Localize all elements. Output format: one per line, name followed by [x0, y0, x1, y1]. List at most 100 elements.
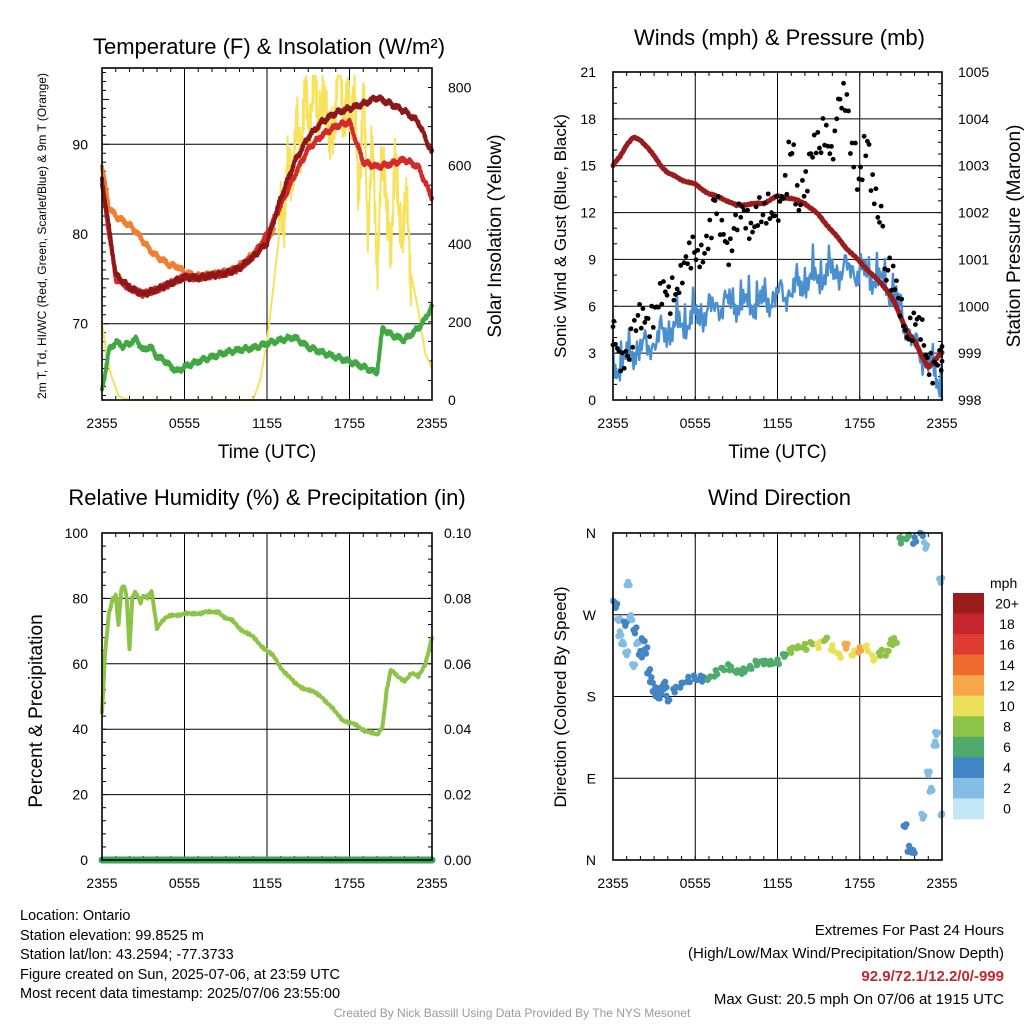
gust-point: [674, 286, 680, 292]
direction-point: [775, 660, 783, 668]
colorbar-label: 18: [999, 616, 1015, 632]
gust-point: [919, 317, 925, 323]
y-tick-label: 20: [72, 787, 88, 803]
x-tick-label: 2355: [597, 415, 628, 431]
gust-point: [885, 267, 891, 273]
y2-tick-label: 0.02: [444, 787, 471, 803]
chart-title: Relative Humidity (%) & Precipitation (i…: [68, 485, 465, 510]
extremes-values: 92.9/72.1/12.2/0/-999: [861, 968, 1004, 985]
gust-point: [854, 187, 860, 192]
direction-point: [618, 631, 625, 639]
direction-point: [871, 655, 879, 662]
direction-point: [613, 600, 621, 608]
direction-point: [844, 640, 851, 648]
y2-tick-label: 0.04: [444, 721, 471, 737]
y2-tick-label: 600: [448, 158, 472, 174]
gust-point: [825, 143, 831, 149]
gust-point: [623, 348, 629, 354]
x-tick-label: 0555: [169, 415, 200, 431]
y-tick-label: 40: [72, 721, 88, 737]
gust-point: [832, 128, 838, 134]
direction-point: [911, 849, 918, 857]
gust-point: [618, 368, 624, 374]
colorbar-swatch: [953, 695, 984, 717]
gust-point: [748, 220, 754, 226]
colorbar-label: 10: [999, 698, 1015, 714]
gust-point: [794, 182, 800, 188]
direction-point: [815, 644, 822, 652]
direction-point: [912, 538, 920, 545]
direction-point: [923, 541, 931, 549]
direction-point: [641, 637, 648, 645]
direction-point: [903, 821, 910, 828]
max-gust-text: Max Gust: 20.5 mph On 07/06 at 1915 UTC: [713, 991, 1004, 1008]
gust-point: [762, 200, 768, 206]
y2-tick-label: 0.00: [444, 852, 471, 868]
gust-point: [673, 292, 678, 297]
colorbar-label: 4: [1003, 760, 1011, 776]
y-axis-label: Direction (Colored By Speed): [551, 586, 570, 807]
colorbar-label: 0: [1003, 801, 1011, 817]
gust-point: [758, 219, 764, 225]
gust-point: [892, 287, 898, 293]
gust-point: [851, 164, 857, 170]
gust-point: [789, 151, 795, 156]
gust-point: [693, 257, 699, 263]
gust-point: [760, 212, 766, 218]
y-tick-label: 80: [72, 226, 88, 242]
gust-point: [909, 338, 915, 344]
direction-point: [638, 654, 645, 661]
colorbar-label: 12: [999, 677, 1015, 693]
gust-point: [935, 362, 941, 368]
y-tick-label: S: [587, 689, 596, 705]
gust-point: [679, 280, 685, 286]
gust-point: [659, 301, 665, 307]
direction-point: [686, 678, 693, 686]
gust-point: [697, 264, 703, 270]
y-tick-label: E: [587, 770, 596, 786]
colorbar-swatch: [953, 675, 984, 697]
gust-point: [858, 164, 863, 170]
colorbar-swatch: [953, 634, 984, 656]
direction-point: [631, 630, 639, 637]
gust-point: [702, 250, 707, 256]
gust-point: [666, 284, 672, 290]
colorbar-label: 6: [1003, 739, 1011, 755]
direction-point: [626, 581, 633, 589]
gust-point: [661, 279, 666, 284]
gust-point: [861, 133, 867, 139]
recent-data-text: Most recent data timestamp: 2025/07/06 2…: [20, 986, 341, 1002]
gust-point: [669, 275, 675, 281]
series-2m-td: [100, 303, 434, 392]
y-tick-label: 0: [588, 392, 596, 408]
direction-point: [801, 640, 809, 648]
y-tick-label: 80: [72, 590, 88, 606]
gust-point: [810, 154, 815, 160]
y2-tick-label: 1004: [958, 111, 989, 127]
gust-point: [757, 195, 762, 200]
gust-point: [695, 247, 701, 253]
created-text: Figure created on Sun, 2025-07-06, at 23…: [20, 966, 340, 983]
gust-point: [774, 193, 780, 199]
colorbar-swatch: [953, 613, 984, 635]
gust-point: [726, 262, 732, 268]
y2-tick-label: 400: [448, 236, 472, 252]
chart-title: Wind Direction: [708, 485, 851, 510]
x-tick-label: 2355: [926, 875, 957, 891]
x-tick-label: 2355: [86, 875, 117, 891]
y-axis-label: Sonic Wind & Gust (Blue, Black): [551, 114, 570, 358]
direction-point: [648, 674, 655, 681]
direction-point: [919, 532, 927, 540]
gust-point: [902, 327, 908, 333]
gust-point: [918, 337, 924, 342]
gust-point: [734, 227, 740, 233]
panel-2: 2355 0555 1155 1755 235503691215182199899910…: [551, 25, 1024, 463]
colorbar-swatch: [953, 798, 984, 820]
gust-point: [638, 325, 644, 331]
y2-tick-label: 800: [448, 80, 472, 96]
direction-point: [748, 665, 755, 672]
gust-point: [804, 188, 810, 194]
gust-point: [777, 198, 783, 204]
y-tick-label: 3: [588, 345, 596, 361]
direction-point: [663, 684, 670, 691]
